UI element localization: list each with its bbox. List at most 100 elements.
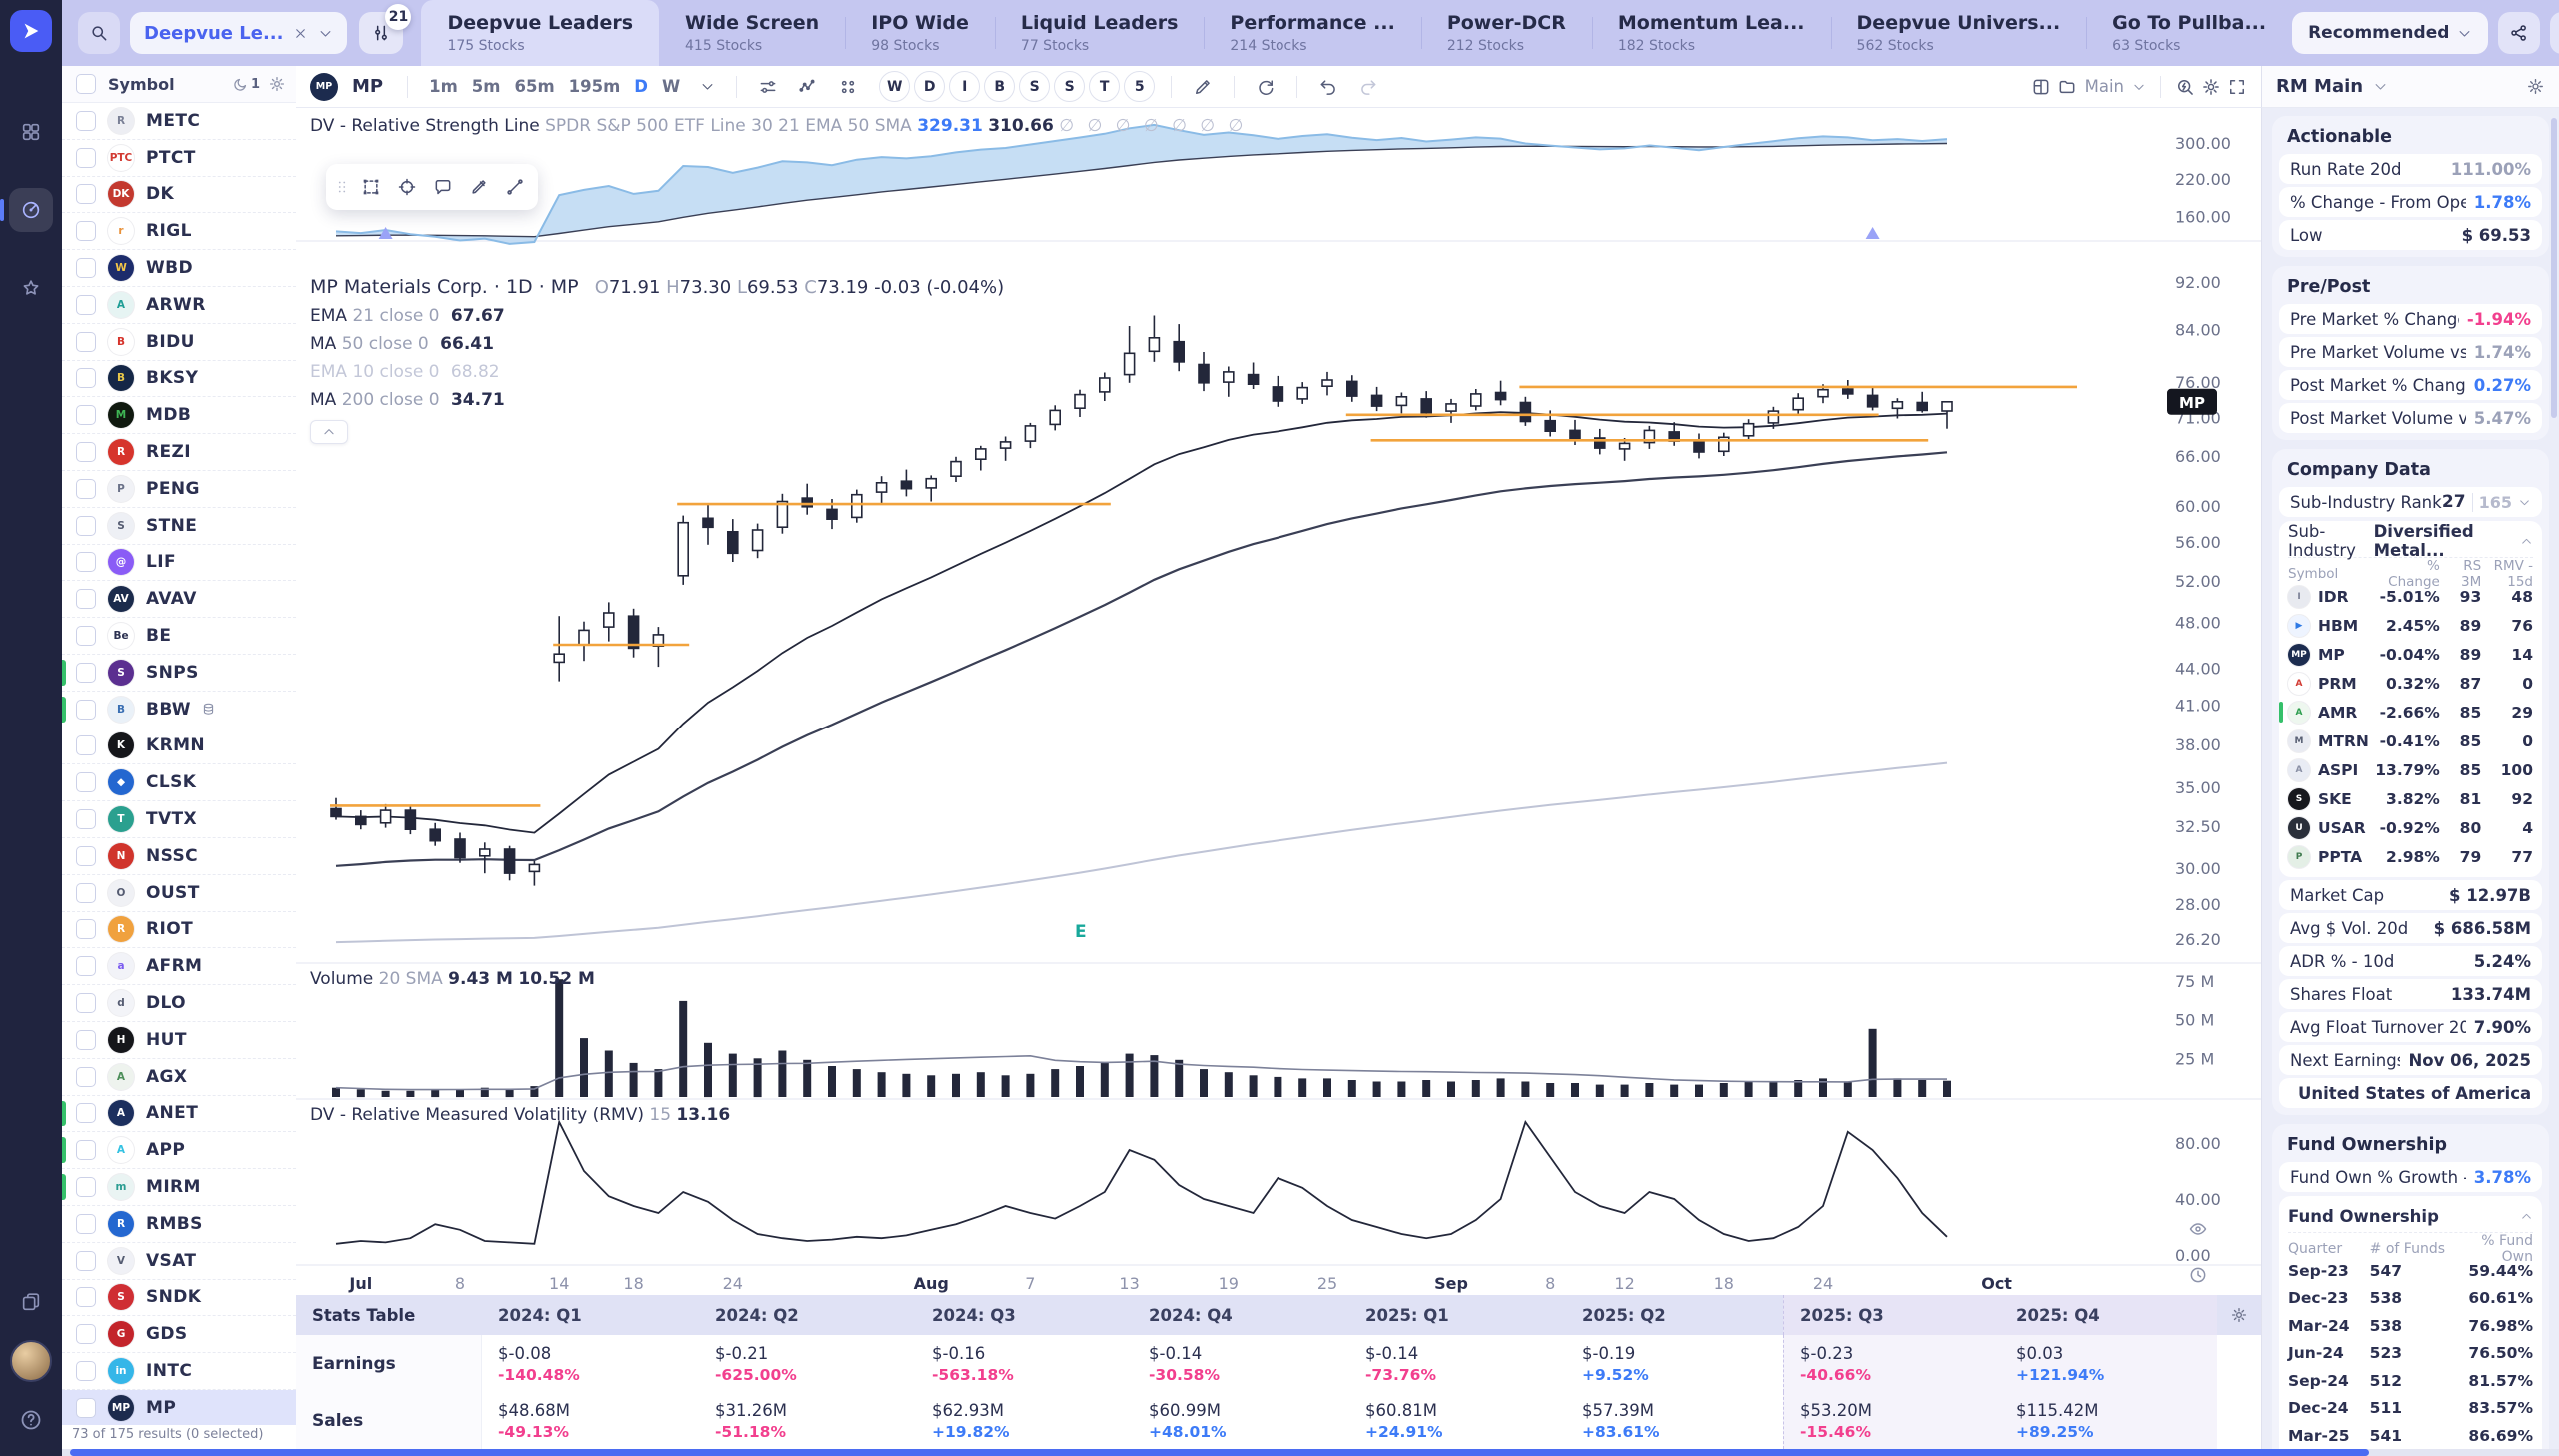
symbol-row-clsk[interactable]: ◆ CLSK	[62, 764, 296, 802]
quick-chip-1-d[interactable]: D	[914, 71, 946, 102]
row-checkbox[interactable]	[76, 258, 96, 279]
quick-chip-2-i[interactable]: I	[949, 71, 981, 102]
symbol-row-tvtx[interactable]: T TVTX	[62, 801, 296, 838]
symbol-row-bidu[interactable]: B BIDU	[62, 324, 296, 361]
metric-row-adr-10d[interactable]: ADR % - 10d 5.24%	[2279, 946, 2542, 976]
row-checkbox[interactable]	[76, 515, 96, 536]
indicator-row-ma-200-close-0[interactable]: MA 200 close 0 34.71	[310, 390, 505, 410]
screener-tab-power-dcr[interactable]: Power-DCR 212 Stocks	[1420, 0, 1592, 66]
metric-row-post-market-change[interactable]: Post Market % Change 0.27%	[2279, 370, 2542, 400]
panel-layout-icon[interactable]	[2031, 77, 2051, 97]
symbol-row-wbd[interactable]: W WBD	[62, 250, 296, 287]
symbol-row-agx[interactable]: A AGX	[62, 1059, 296, 1096]
fund-ownership-header[interactable]: Fund Ownership	[2288, 1200, 2533, 1233]
dashboard-icon[interactable]	[9, 110, 53, 154]
symbol-row-oust[interactable]: O OUST	[62, 875, 296, 912]
peer-row-ppta[interactable]: P PPTA 2.98% 79 77	[2288, 842, 2533, 871]
symbol-row-intc[interactable]: in INTC	[62, 1353, 296, 1390]
symbol-row-riot[interactable]: R RIOT	[62, 912, 296, 949]
row-checkbox[interactable]	[76, 589, 96, 610]
refresh-icon[interactable]	[1249, 77, 1282, 97]
folder-icon[interactable]	[2057, 77, 2077, 97]
symbol-label[interactable]: MP	[352, 76, 384, 97]
quick-chip-5-s[interactable]: S	[1054, 71, 1086, 102]
marquee-select-icon[interactable]	[354, 170, 388, 204]
row-checkbox[interactable]	[76, 184, 96, 205]
timeframe-more-icon[interactable]	[693, 79, 722, 94]
symbol-row-bksy[interactable]: B BKSY	[62, 361, 296, 398]
row-checkbox[interactable]	[76, 368, 96, 389]
row-checkbox[interactable]	[76, 110, 96, 131]
quick-chip-0-w[interactable]: W	[879, 71, 911, 102]
row-checkbox[interactable]	[76, 331, 96, 352]
layout-grid-icon[interactable]	[831, 77, 865, 97]
metric-row-shares-float[interactable]: Shares Float 133.74M	[2279, 979, 2542, 1009]
share-button[interactable]	[2498, 12, 2541, 54]
metric-row-avg-float-turnover-20d[interactable]: Avg Float Turnover 20d 7.90%	[2279, 1012, 2542, 1042]
row-checkbox[interactable]	[76, 626, 96, 647]
right-panel-scrollbar[interactable]	[2551, 118, 2557, 418]
trendline-tool-icon[interactable]	[498, 170, 532, 204]
screener-icon[interactable]	[0, 188, 53, 232]
row-checkbox[interactable]	[76, 993, 96, 1014]
row-checkbox[interactable]	[76, 1250, 96, 1271]
quick-chip-4-s[interactable]: S	[1019, 71, 1051, 102]
indicators-icon[interactable]	[791, 77, 825, 97]
metric-row-pre-market-volume-vs-a[interactable]: Pre Market Volume vs. A... 1.74%	[2279, 337, 2542, 367]
horizontal-scrollbar[interactable]	[62, 1449, 2559, 1456]
row-checkbox[interactable]	[76, 699, 96, 720]
watchlist-star-icon[interactable]	[9, 266, 53, 310]
chart-canvas[interactable]: 300.00220.00160.00E92.0084.0076.0071.006…	[296, 108, 2261, 1295]
indicator-row-ema-21-close-0[interactable]: EMA 21 close 0 67.67	[310, 306, 505, 326]
screener-pill[interactable]: Deepvue Le...	[130, 12, 348, 54]
row-checkbox[interactable]	[76, 956, 96, 977]
metric-row-pre-market-change[interactable]: Pre Market % Change -1.94%	[2279, 304, 2542, 334]
redo-icon[interactable]	[1351, 77, 1385, 97]
indicator-row-ema-10-close-0[interactable]: EMA 10 close 0 68.82	[310, 362, 500, 382]
peer-row-idr[interactable]: I IDR -5.01% 93 48	[2288, 582, 2533, 611]
screener-tab-deepvue-univers[interactable]: Deepvue Univers... 562 Stocks	[1830, 0, 2087, 66]
peer-row-aspi[interactable]: A ASPI 13.79% 85 100	[2288, 755, 2533, 784]
screener-tab-go-to-pullba[interactable]: Go To Pullba... 63 Stocks	[2086, 0, 2292, 66]
timeframe-w[interactable]: W	[661, 77, 681, 96]
indicator-row-ma-50-close-0[interactable]: MA 50 close 0 66.41	[310, 334, 494, 354]
symbol-row-be[interactable]: Be BE	[62, 618, 296, 655]
row-checkbox[interactable]	[76, 919, 96, 940]
symbol-row-avav[interactable]: AV AVAV	[62, 581, 296, 619]
symbol-row-vsat[interactable]: V VSAT	[62, 1243, 296, 1280]
peer-row-mp[interactable]: MP MP -0.04% 89 14	[2288, 640, 2533, 669]
row-checkbox[interactable]	[76, 809, 96, 830]
chevron-down-icon[interactable]	[2132, 80, 2146, 94]
peer-row-amr[interactable]: A AMR -2.66% 85 29	[2279, 698, 2533, 727]
row-checkbox[interactable]	[76, 1140, 96, 1161]
symbol-row-app[interactable]: A APP	[62, 1132, 296, 1170]
row-checkbox[interactable]	[76, 882, 96, 903]
metric-row-change-from-open[interactable]: % Change - From Open 1.78%	[2279, 187, 2542, 217]
row-checkbox[interactable]	[76, 662, 96, 683]
metric-row-run-rate-20d[interactable]: Run Rate 20d 111.00%	[2279, 154, 2542, 184]
stats-gear-icon[interactable]	[2217, 1295, 2261, 1335]
legend-collapse-button[interactable]	[310, 420, 348, 444]
screener-tab-momentum-lea[interactable]: Momentum Lea... 182 Stocks	[1591, 0, 1831, 66]
symbol-row-mirm[interactable]: m MIRM	[62, 1169, 296, 1206]
symbol-row-nssc[interactable]: N NSSC	[62, 838, 296, 875]
row-checkbox[interactable]	[76, 1360, 96, 1381]
row-checkbox[interactable]	[76, 552, 96, 573]
symbol-row-afrm[interactable]: a AFRM	[62, 948, 296, 986]
layout-name[interactable]: Main	[2084, 77, 2124, 96]
peer-row-ske[interactable]: S SKE 3.82% 81 92	[2288, 784, 2533, 813]
symbol-row-rigl[interactable]: r RIGL	[62, 213, 296, 251]
quick-chip-6-t[interactable]: T	[1089, 71, 1121, 102]
timeframe-5m[interactable]: 5m	[471, 77, 501, 96]
undo-icon[interactable]	[1311, 77, 1345, 97]
metric-row-avg-vol-20d[interactable]: Avg $ Vol. 20d $ 686.58M	[2279, 913, 2542, 943]
symbol-row-snps[interactable]: S SNPS	[62, 655, 296, 692]
select-all-checkbox[interactable]	[76, 74, 96, 94]
row-checkbox[interactable]	[76, 1213, 96, 1234]
timeframe-1m[interactable]: 1m	[429, 77, 458, 96]
screener-tab-deepvue-leaders[interactable]: Deepvue Leaders 175 Stocks	[421, 0, 660, 66]
symbol-row-gds[interactable]: G GDS	[62, 1316, 296, 1354]
symbol-row-sndk[interactable]: S SNDK	[62, 1280, 296, 1317]
row-checkbox[interactable]	[76, 221, 96, 242]
drawing-toolbar[interactable]	[326, 164, 538, 210]
